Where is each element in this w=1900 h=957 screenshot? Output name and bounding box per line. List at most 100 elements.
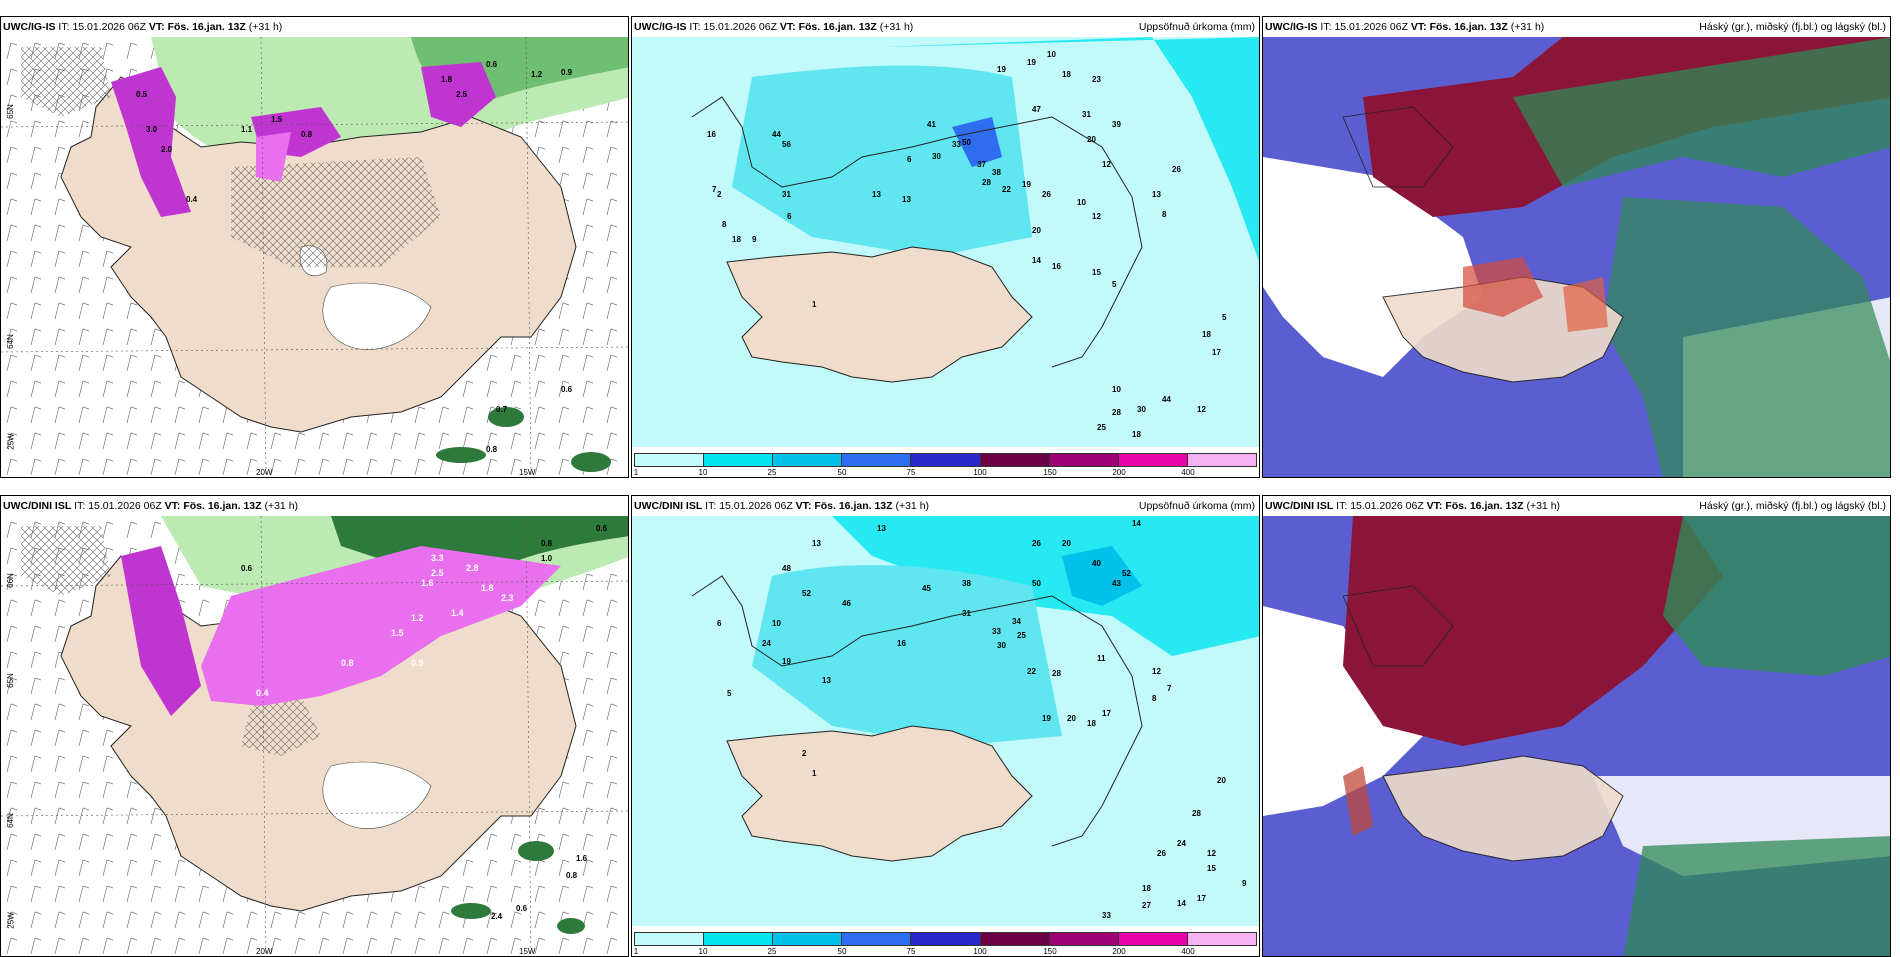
model-name: UWC/IG-IS (3, 21, 56, 33)
snow-value: 1.5 (391, 628, 404, 638)
panel-dini-precip: UWC/DINI ISL IT: 15.01.2026 06Z VT: Fös.… (631, 495, 1260, 957)
it-label: IT: (1320, 21, 1332, 33)
station-value: 52 (802, 589, 811, 598)
lon-label: 15W (519, 468, 536, 477)
station-value: 30 (932, 152, 941, 161)
snow-value: 1.1 (241, 125, 253, 134)
panel-title: Háský (gr.), miðský (fj.bl.) og lágský (… (1699, 500, 1886, 512)
station-value: 14 (1177, 899, 1186, 908)
high-cloud-2 (1623, 836, 1890, 956)
station-value: 41 (927, 120, 936, 129)
station-value: 16 (897, 639, 906, 648)
station-value: 50 (962, 138, 971, 147)
station-value: 2 (802, 749, 807, 758)
colorbar-tick: 1 (633, 947, 639, 956)
station-value: 18 (732, 235, 741, 244)
station-value: 33 (992, 627, 1001, 636)
lead-time: (+31 h) (264, 500, 299, 512)
station-value: 46 (842, 599, 851, 608)
it-value: 15.01.2026 06Z (719, 500, 793, 512)
station-value: 39 (1112, 120, 1121, 129)
it-label: IT: (74, 500, 86, 512)
precip-map: 13 13 14 20 40 52 43 26 45 50 38 31 33 3… (632, 516, 1259, 926)
colorbar-tick: 400 (1181, 947, 1195, 956)
snow-blob-2 (451, 903, 491, 919)
colorbar-tick: 75 (906, 468, 916, 477)
high-cloud (1513, 37, 1890, 187)
precip-colorbar (634, 453, 1257, 467)
station-value: 31 (962, 609, 971, 618)
iceland-land (1382, 755, 1624, 862)
precip-band (882, 37, 1259, 262)
colorbar-tick: 50 (837, 468, 847, 477)
colorbar-tick: 25 (767, 947, 777, 956)
it-value: 15.01.2026 06Z (88, 500, 162, 512)
panel-title: Háský (gr.), miðský (fj.bl.) og lágský (… (1699, 21, 1886, 33)
station-value: 44 (772, 130, 781, 139)
station-value: 40 (1092, 559, 1101, 568)
mid-cloud-spot-2 (1563, 277, 1608, 332)
station-value: 47 (1032, 105, 1041, 114)
vt-value: Fös. 16.jan. 13Z (798, 21, 877, 33)
panel-ig-is-clouds: UWC/IG-IS IT: 15.01.2026 06Z VT: Fös. 16… (1262, 16, 1891, 478)
clear-sky (1263, 606, 1423, 816)
snow-value: 0.6 (596, 524, 608, 533)
precip-band (832, 516, 1259, 656)
snow-value: 0.8 (566, 871, 578, 880)
station-value: 9 (752, 235, 757, 244)
snow-value: 0.9 (561, 68, 573, 77)
snow-value: 1.8 (481, 583, 494, 593)
snow-value: 0.9 (411, 658, 424, 668)
lon-label: 15W (519, 947, 536, 956)
station-value: 44 (1162, 395, 1171, 404)
model-name: UWC/DINI ISL (3, 500, 72, 512)
vt-label: VT: (779, 21, 796, 33)
snow-value: 0.6 (516, 904, 528, 913)
snow-value: 0.6 (241, 564, 253, 573)
lead-time: (+31 h) (895, 500, 930, 512)
station-value: 31 (1082, 110, 1091, 119)
station-value: 37 (977, 160, 986, 169)
it-label: IT: (705, 500, 717, 512)
station-value: 38 (992, 168, 1001, 177)
lead-time: (+31 h) (1510, 21, 1545, 33)
station-value: 20 (1217, 776, 1226, 785)
station-value: 19 (1022, 180, 1031, 189)
hatched-area (231, 157, 441, 267)
colorbar-tick: 10 (698, 468, 708, 477)
station-value: 17 (1102, 709, 1111, 718)
station-value: 30 (997, 641, 1006, 650)
colorbar-tick: 150 (1043, 947, 1057, 956)
iceland-coast-north (691, 575, 1143, 847)
snow-value: 2.5 (456, 90, 468, 99)
station-value: 13 (902, 195, 911, 204)
lat-label: 64N (5, 813, 15, 828)
station-value: 15 (1092, 268, 1101, 277)
station-value: 20 (1067, 714, 1076, 723)
station-value: 17 (1197, 894, 1206, 903)
panel-header: UWC/IG-IS IT: 15.01.2026 06Z VT: Fös. 16… (634, 21, 1255, 35)
precip-band-2 (732, 65, 1032, 257)
station-value: 15 (1207, 864, 1216, 873)
model-name: UWC/DINI ISL (1265, 500, 1334, 512)
station-value: 19 (782, 657, 791, 666)
lead-time: (+31 h) (879, 21, 914, 33)
snow-value: 0.8 (541, 539, 553, 548)
vt-label: VT: (795, 500, 812, 512)
colorbar-tick: 100 (973, 947, 987, 956)
colorbar-tick: 150 (1043, 468, 1057, 477)
snow-value: 0.6 (486, 60, 498, 69)
station-value: 13 (1152, 190, 1161, 199)
station-value: 25 (1017, 631, 1026, 640)
station-value: 24 (762, 639, 771, 648)
snow-blob-3 (557, 918, 585, 934)
colorbar-tick: 100 (973, 468, 987, 477)
station-value: 12 (1207, 849, 1216, 858)
station-value: 12 (1092, 212, 1101, 221)
station-value: 22 (1002, 185, 1011, 194)
snow-value: 2.4 (491, 912, 503, 921)
station-value: 26 (1172, 165, 1181, 174)
station-value: 13 (812, 539, 821, 548)
panel-header: UWC/DINI ISL IT: 15.01.2026 06Z VT: Fös.… (634, 500, 1255, 514)
station-value: 1 (812, 769, 817, 778)
